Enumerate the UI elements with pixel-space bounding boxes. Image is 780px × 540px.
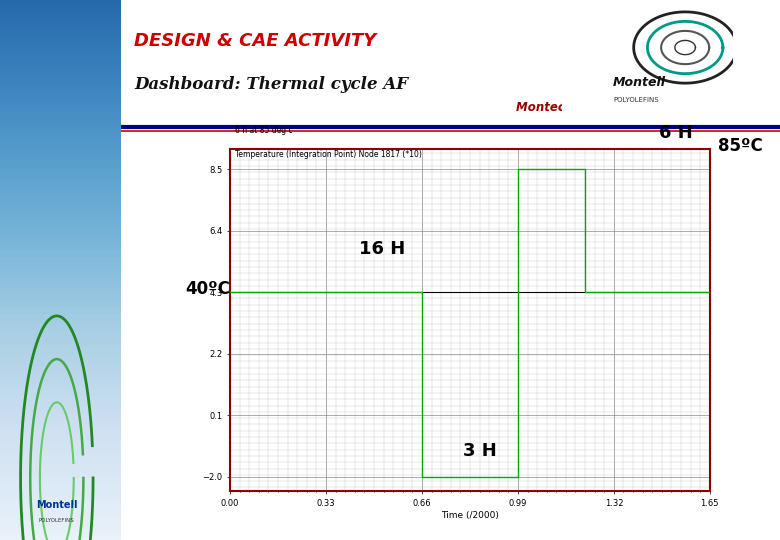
Text: Temperature (Integration Point) Node 1817 (*10): Temperature (Integration Point) Node 181…	[235, 150, 422, 159]
Text: DESIGN & CAE ACTIVITY: DESIGN & CAE ACTIVITY	[134, 32, 376, 50]
Text: 3 H: 3 H	[463, 442, 497, 460]
Text: 6 H: 6 H	[659, 124, 693, 141]
Text: Montell: Montell	[613, 76, 666, 89]
Text: POLYOLEFINS: POLYOLEFINS	[39, 518, 75, 523]
Text: 85ºC: 85ºC	[718, 137, 762, 155]
Text: Montell: Montell	[36, 500, 77, 510]
Text: 40ºC: 40ºC	[186, 280, 231, 298]
Text: 6 h at 85 deg c: 6 h at 85 deg c	[235, 126, 292, 135]
Text: Montecarlo, June 7-9 2000: Montecarlo, June 7-9 2000	[516, 100, 690, 114]
Text: MARC: MARC	[676, 141, 706, 150]
Text: Dashboard: Thermal cycle AF: Dashboard: Thermal cycle AF	[134, 76, 408, 93]
X-axis label: Time (/2000): Time (/2000)	[441, 511, 499, 520]
Text: 16 H: 16 H	[359, 240, 406, 258]
Text: POLYOLEFINS: POLYOLEFINS	[613, 97, 658, 103]
Text: ≡: ≡	[663, 140, 671, 150]
